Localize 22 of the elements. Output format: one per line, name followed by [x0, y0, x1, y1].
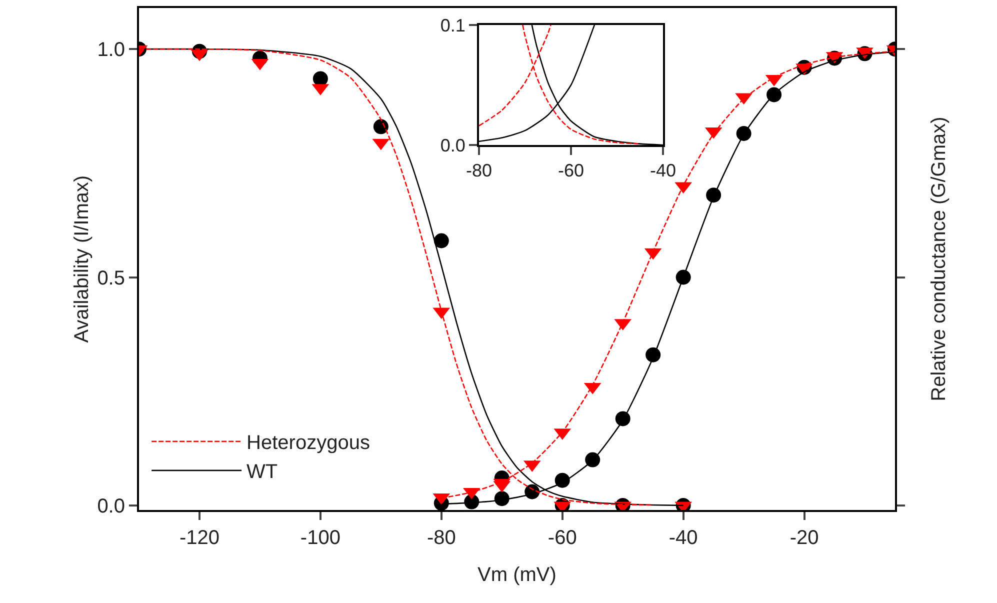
y-tick-label: 0.0 [97, 495, 125, 518]
legend-label: WT [246, 461, 278, 484]
x-tick-label: -100 [300, 527, 340, 549]
point [434, 233, 449, 248]
y-tick-label: 1.0 [97, 39, 125, 62]
y-axis-title: Availability (I/Imax) [71, 175, 93, 343]
y-tick-label: 0.1 [440, 15, 466, 36]
legend-label: Heterozygous [246, 432, 370, 454]
x-tick-label: -40 [650, 160, 676, 181]
y-tick-label: 0.5 [97, 267, 125, 290]
x-tick-label: -60 [558, 160, 584, 181]
x-tick-label: -120 [179, 527, 220, 549]
x-tick-label: -80 [426, 527, 456, 549]
x-tick-label: -20 [790, 527, 819, 549]
point [706, 188, 722, 203]
x-tick-label: -80 [466, 160, 492, 181]
x-axis-title: Vm (mV) [478, 564, 556, 586]
point [373, 119, 388, 134]
y2-axis-title: Relative conductance (G/Gmax) [928, 116, 950, 402]
x-tick-label: -60 [548, 527, 577, 549]
x-tick-label: -40 [668, 527, 698, 549]
y-tick-label: 0.0 [440, 135, 466, 156]
